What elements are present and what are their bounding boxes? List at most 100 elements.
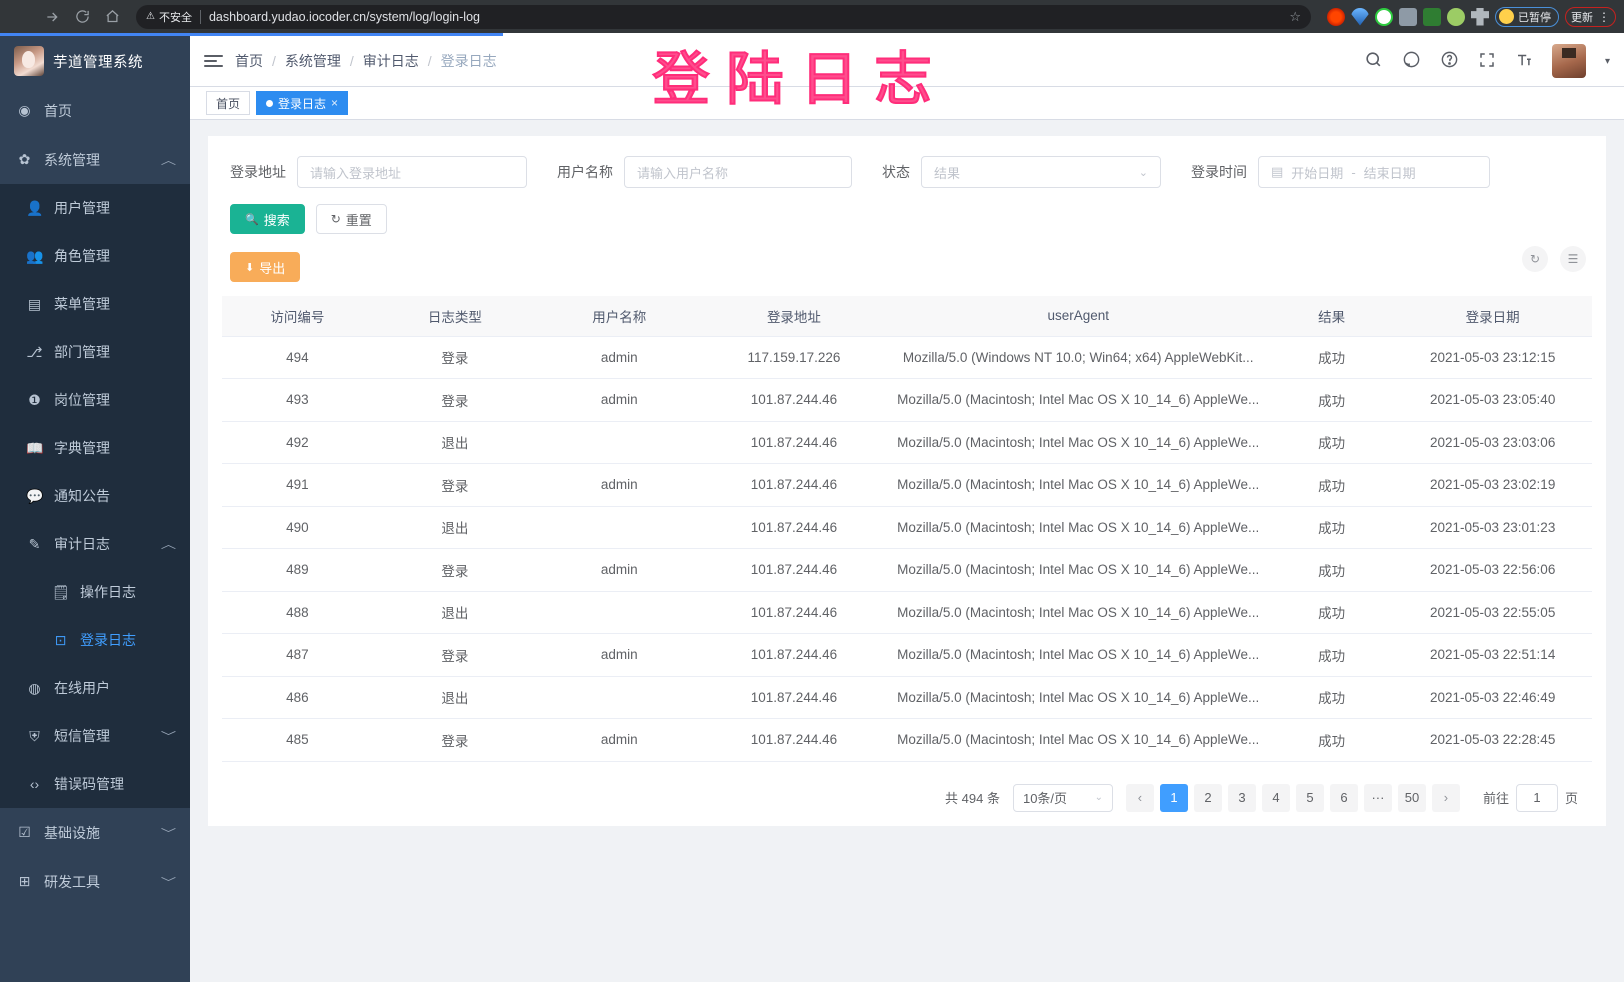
page-button-4[interactable]: 4: [1261, 783, 1290, 812]
column-settings-icon[interactable]: ☰: [1560, 246, 1586, 272]
fullscreen-icon[interactable]: [1478, 51, 1496, 72]
cell-visit-id: 492: [222, 421, 373, 464]
tag-login-log[interactable]: 登录日志 ×: [256, 91, 349, 115]
table-row[interactable]: 485 登录 admin 101.87.244.46 Mozilla/5.0 (Maci…: [222, 718, 1592, 762]
page-button-2[interactable]: 2: [1193, 783, 1222, 812]
prev-page-button[interactable]: ‹: [1125, 783, 1154, 812]
reload-icon[interactable]: [68, 3, 96, 31]
table-row[interactable]: 488 退出 101.87.244.46 Mozilla/5.0 (Macintosh…: [222, 591, 1592, 634]
sidebar-item-post-manage[interactable]: ❶ 岗位管理: [0, 376, 190, 424]
refresh-tool-icon[interactable]: ↻: [1522, 246, 1548, 272]
sidebar-item-audit-log[interactable]: ✎ 审计日志 ︿: [0, 520, 190, 568]
column-header-login-address[interactable]: 登录地址: [701, 296, 887, 337]
leaf-extension-icon[interactable]: [1447, 7, 1465, 26]
sidebar-item-sms-manage[interactable]: ⛨ 短信管理 ﹀: [0, 712, 190, 760]
page-button-50[interactable]: 50: [1397, 783, 1426, 812]
avatar[interactable]: [1551, 44, 1586, 78]
paused-badge[interactable]: 已暂停: [1495, 6, 1559, 27]
login-time-daterange[interactable]: ▤ 开始日期 - 结束日期: [1258, 156, 1490, 188]
hamburger-icon[interactable]: [204, 55, 223, 67]
update-button[interactable]: 更新 ⋮: [1565, 6, 1616, 27]
table-row[interactable]: 492 退出 101.87.244.46 Mozilla/5.0 (Macintosh…: [222, 421, 1592, 464]
column-header-username[interactable]: 用户名称: [537, 296, 702, 337]
forward-arrow-icon[interactable]: [38, 3, 66, 31]
column-header-login-date[interactable]: 登录日期: [1393, 296, 1592, 337]
sidebar-item-role-manage[interactable]: 👥 角色管理: [0, 232, 190, 280]
login-address-input[interactable]: 请输入登录地址: [297, 156, 527, 188]
jump-input[interactable]: 1: [1515, 783, 1558, 812]
column-header-user-agent[interactable]: userAgent: [886, 296, 1271, 337]
table-row[interactable]: 487 登录 admin 101.87.244.46 Mozilla/5.0 (Maci…: [222, 633, 1592, 677]
puzzle-extension-icon[interactable]: [1471, 7, 1489, 26]
page-button-3[interactable]: 3: [1227, 783, 1256, 812]
kebab-menu-icon[interactable]: ⋮: [1598, 9, 1610, 24]
table-row[interactable]: 486 退出 101.87.244.46 Mozilla/5.0 (Macintosh…: [222, 676, 1592, 719]
cell-result: 成功: [1270, 548, 1394, 592]
page-button-1[interactable]: 1: [1159, 783, 1188, 812]
login-log-table: 访问编号 日志类型 用户名称 登录地址 userAgent 结果 登录日期 49…: [222, 296, 1592, 762]
column-header-visit-id[interactable]: 访问编号: [222, 296, 373, 337]
home-icon[interactable]: [98, 3, 126, 31]
sidebar-item-home[interactable]: ◉ 首页: [0, 86, 190, 135]
brand-title: 芋道管理系统: [53, 54, 143, 71]
cell-visit-id: 493: [222, 378, 373, 422]
sidebar-item-label: 岗位管理: [54, 392, 110, 408]
reset-button[interactable]: ↻ 重置: [315, 204, 387, 234]
sidebar-item-online-user[interactable]: ◍ 在线用户: [0, 664, 190, 712]
page-button-6[interactable]: 6: [1329, 783, 1358, 812]
update-label: 更新: [1571, 11, 1593, 24]
font-size-icon[interactable]: [1515, 51, 1533, 72]
sidebar-item-infra[interactable]: ☑ 基础设施 ﹀: [0, 808, 190, 857]
search-icon[interactable]: [1364, 50, 1383, 72]
tag-home[interactable]: 首页: [206, 91, 251, 115]
sidebar-item-user-manage[interactable]: 👤 用户管理: [0, 184, 190, 232]
sidebar-item-dev-tools[interactable]: ⊞ 研发工具 ﹀: [0, 857, 190, 906]
sidebar-item-dict-manage[interactable]: 📖 字典管理: [0, 424, 190, 472]
username-input[interactable]: 请输入用户名称: [624, 156, 852, 188]
field-label: 登录地址: [230, 164, 286, 180]
help-icon[interactable]: [1440, 50, 1459, 72]
grammar-extension-icon[interactable]: [1423, 7, 1441, 26]
warning-triangle-icon: ⚠: [146, 11, 155, 22]
column-header-log-type[interactable]: 日志类型: [372, 296, 538, 337]
page-size-select[interactable]: 10条/页 ⌄: [1012, 783, 1113, 812]
next-page-button[interactable]: ›: [1431, 783, 1460, 812]
table-row[interactable]: 493 登录 admin 101.87.244.46 Mozilla/5.0 (Maci…: [222, 378, 1592, 422]
breadcrumb-item-system[interactable]: 系统管理: [284, 53, 341, 69]
clipboard-extension-icon[interactable]: [1399, 7, 1417, 26]
back-arrow-icon[interactable]: back-arrow-icon: [8, 3, 36, 31]
wechat-extension-icon[interactable]: [1375, 7, 1393, 26]
close-icon[interactable]: ×: [331, 96, 339, 110]
export-button[interactable]: ⬇ 导出: [230, 252, 301, 282]
table-row[interactable]: 489 登录 admin 101.87.244.46 Mozilla/5.0 (Maci…: [222, 548, 1592, 592]
sidebar-item-dept-manage[interactable]: ⎇ 部门管理: [0, 328, 190, 376]
sidebar-item-system[interactable]: ✿ 系统管理 ︿: [0, 135, 190, 184]
page-ellipsis[interactable]: ···: [1363, 783, 1392, 812]
page-button-5[interactable]: 5: [1295, 783, 1324, 812]
sidebar-item-login-log[interactable]: ⊡ 登录日志: [0, 616, 190, 664]
security-warning[interactable]: ⚠ 不安全: [146, 9, 192, 25]
status-select[interactable]: 结果 ⌄: [921, 156, 1161, 188]
opera-extension-icon[interactable]: [1327, 7, 1345, 26]
github-icon[interactable]: [1402, 50, 1421, 72]
breadcrumb-item-audit[interactable]: 审计日志: [362, 53, 419, 69]
breadcrumb-item-home[interactable]: 首页: [235, 53, 263, 69]
sidebar-item-operation-log[interactable]: 🗒 操作日志: [0, 568, 190, 616]
sidebar-item-notice[interactable]: 💬 通知公告: [0, 472, 190, 520]
sidebar-item-error-code[interactable]: ‹› 错误码管理: [0, 760, 190, 808]
search-button[interactable]: 🔍 搜索: [230, 204, 305, 234]
diamond-extension-icon[interactable]: [1351, 7, 1369, 26]
sidebar-item-menu-manage[interactable]: ▤ 菜单管理: [0, 280, 190, 328]
brand[interactable]: 芋道管理系统: [0, 36, 190, 86]
table-row[interactable]: 490 退出 101.87.244.46 Mozilla/5.0 (Macintosh…: [222, 506, 1592, 549]
table-row[interactable]: 491 登录 admin 101.87.244.46 Mozilla/5.0 (Maci…: [222, 463, 1592, 507]
chevron-down-icon[interactable]: ▾: [1604, 55, 1610, 67]
sidebar-item-label: 通知公告: [54, 488, 110, 504]
cell-result: 成功: [1270, 633, 1394, 677]
cell-username: [537, 506, 702, 549]
action-buttons: 🔍 搜索 ↻ 重置: [222, 204, 1592, 252]
address-bar[interactable]: ⚠ 不安全 dashboard.yudao.iocoder.cn/system/…: [136, 4, 1311, 29]
column-header-result[interactable]: 结果: [1270, 296, 1394, 337]
bookmark-star-icon[interactable]: ☆: [1289, 8, 1301, 24]
table-row[interactable]: 494 登录 admin 117.159.17.226 Mozilla/5.0 (Win…: [222, 336, 1592, 379]
